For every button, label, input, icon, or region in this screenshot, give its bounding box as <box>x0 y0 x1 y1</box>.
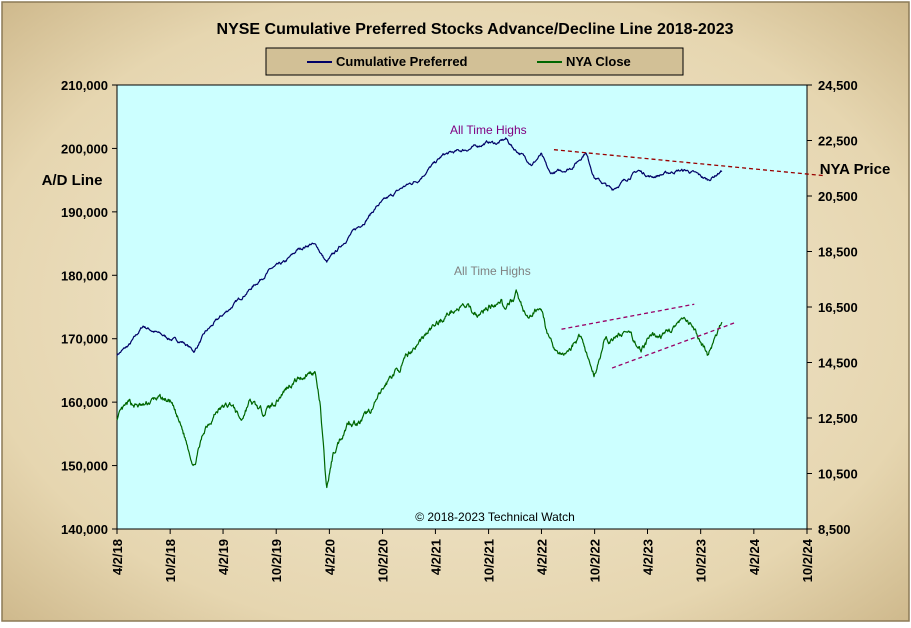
trendline <box>611 321 737 369</box>
legend-label-nya-close: NYA Close <box>566 54 631 69</box>
trendline <box>553 149 825 177</box>
x-tick-label: 4/2/18 <box>110 539 125 575</box>
annotation-all-time-highs: All Time Highs <box>454 264 531 278</box>
x-tick-label: 10/2/22 <box>588 539 603 582</box>
x-tick-label: 4/2/22 <box>534 539 549 575</box>
legend-box <box>265 47 684 76</box>
y-tick-right-label: 18,500 <box>818 245 858 260</box>
y-tick-right-label: 20,500 <box>818 189 858 204</box>
y-axis-label-right: NYA Price <box>820 161 891 178</box>
x-tick-label: 4/2/20 <box>322 539 337 575</box>
y-tick-left-label: 140,000 <box>61 522 108 537</box>
trendline <box>561 303 695 330</box>
y-axis-label-left: A/D Line <box>42 172 103 189</box>
chart-title: NYSE Cumulative Preferred Stocks Advance… <box>217 21 734 38</box>
x-tick-label: 10/2/23 <box>694 539 709 582</box>
x-tick-label: 4/2/23 <box>641 539 656 575</box>
x-ticks: 4/2/18 10/2/18 4/2/19 10/2/19 4/2/20 10/2/20 4… <box>110 529 815 582</box>
x-tick-label: 10/2/18 <box>163 539 178 582</box>
y-tick-right-label: 12,500 <box>818 411 858 426</box>
x-tick-label: 10/2/24 <box>800 538 815 582</box>
x-tick-label: 10/2/19 <box>269 539 284 582</box>
x-tick-label: 10/2/21 <box>482 539 497 582</box>
annotations: All Time Highs All Time Highs <box>450 123 531 278</box>
y-tick-right-label: 16,500 <box>818 300 858 315</box>
y-ticks-right: 8,500 10,500 12,500 14,500 16,500 18,500 20,50… <box>807 78 858 537</box>
y-tick-right-label: 8,500 <box>818 522 851 537</box>
y-tick-left-label: 150,000 <box>61 459 108 474</box>
y-tick-right-label: 24,500 <box>818 78 858 93</box>
y-tick-right-label: 10,500 <box>818 467 858 482</box>
trendlines <box>553 149 825 369</box>
y-tick-left-label: 160,000 <box>61 395 108 410</box>
series-lines <box>116 137 723 489</box>
series-line-nya-close <box>116 289 723 489</box>
y-tick-left-label: 180,000 <box>61 268 108 283</box>
series-line-cumulative-preferred <box>116 137 723 356</box>
x-tick-label: 4/2/21 <box>428 539 443 575</box>
x-tick-label: 4/2/19 <box>216 539 231 575</box>
x-tick-label: 4/2/24 <box>747 538 762 575</box>
annotation-all-time-highs: All Time Highs <box>450 123 527 137</box>
legend-label-cumulative-preferred: Cumulative Preferred <box>336 54 468 69</box>
y-tick-right-label: 22,500 <box>818 134 858 149</box>
y-tick-left-label: 210,000 <box>61 78 108 93</box>
y-tick-left-label: 200,000 <box>61 141 108 156</box>
y-tick-left-label: 190,000 <box>61 205 108 220</box>
y-tick-left-label: 170,000 <box>61 332 108 347</box>
y-tick-right-label: 14,500 <box>818 356 858 371</box>
x-tick-label: 10/2/20 <box>376 539 391 582</box>
y-ticks-left: 140,000 150,000 160,000 170,000 180,000 190,0… <box>61 78 117 537</box>
copyright-note: © 2018-2023 Technical Watch <box>415 510 575 524</box>
